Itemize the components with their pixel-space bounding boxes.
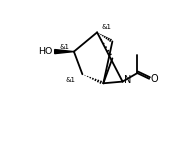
Polygon shape [55,50,74,54]
Text: HO: HO [39,47,53,56]
Text: N: N [124,75,131,85]
Text: O: O [151,74,158,84]
Text: &1: &1 [66,77,76,83]
Text: &1: &1 [59,44,69,50]
Text: &1: &1 [102,24,112,30]
